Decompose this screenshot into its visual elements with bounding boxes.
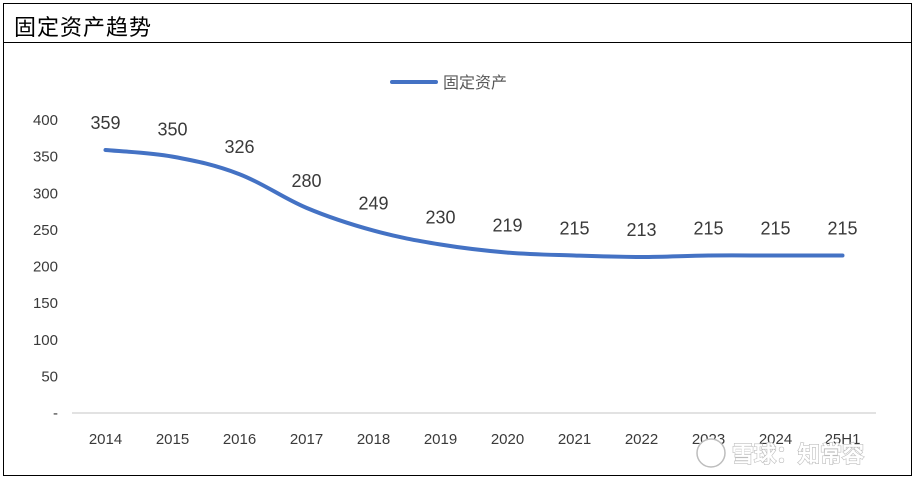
series-line bbox=[103, 148, 845, 259]
watermark: 雪球：知常容 bbox=[696, 438, 865, 469]
data-label: 249 bbox=[358, 194, 388, 214]
x-tick-label: 2021 bbox=[558, 431, 591, 448]
series-line-group bbox=[103, 148, 845, 259]
data-label: 219 bbox=[492, 216, 522, 236]
x-tick-label: 2015 bbox=[156, 431, 189, 448]
data-label: 215 bbox=[760, 219, 790, 239]
x-tick-label: 2019 bbox=[424, 431, 457, 448]
x-tick-label: 2022 bbox=[625, 431, 658, 448]
data-label: 215 bbox=[693, 219, 723, 239]
data-label: 213 bbox=[626, 220, 656, 240]
data-label: 326 bbox=[224, 137, 254, 157]
y-axis: - 50 100 150 200 250 300 350 400 bbox=[33, 112, 58, 422]
x-tick-label: 25H1 bbox=[825, 431, 861, 448]
legend-label: 固定资产 bbox=[443, 73, 507, 92]
x-tick-label: 2018 bbox=[357, 431, 390, 448]
title-bar: 固定资产趋势 bbox=[4, 4, 911, 43]
data-label: 215 bbox=[827, 219, 857, 239]
x-tick-label: 2020 bbox=[491, 431, 524, 448]
y-tick-label: 50 bbox=[41, 368, 58, 385]
y-tick-label: 300 bbox=[33, 185, 58, 202]
y-tick-label: 350 bbox=[33, 149, 58, 166]
x-tick-label: 2017 bbox=[290, 431, 323, 448]
watermark-text: 雪球：知常容 bbox=[732, 442, 864, 468]
chart-title: 固定资产趋势 bbox=[14, 16, 153, 41]
data-label: 350 bbox=[157, 120, 187, 140]
y-tick-label: 400 bbox=[33, 112, 58, 129]
snowball-logo-icon bbox=[696, 438, 726, 468]
data-label: 230 bbox=[425, 208, 455, 228]
data-label: 359 bbox=[90, 113, 120, 133]
x-tick-label: 2016 bbox=[223, 431, 256, 448]
y-tick-label: 250 bbox=[33, 222, 58, 239]
data-label: 280 bbox=[291, 171, 321, 191]
x-axis: 2014201520162017201820192020202120222023… bbox=[72, 412, 876, 448]
x-tick-label: 2014 bbox=[89, 431, 122, 448]
y-tick-label: - bbox=[53, 405, 58, 422]
data-label: 215 bbox=[559, 219, 589, 239]
data-label-group: 359 350 326 280 249 230 219 215 213 215 215 215 bbox=[90, 113, 857, 240]
chart-frame: 固定资产趋势 bbox=[3, 3, 912, 476]
legend: 固定资产 bbox=[390, 73, 507, 92]
y-tick-label: 150 bbox=[33, 295, 58, 312]
x-tick-label: 2024 bbox=[759, 431, 792, 448]
y-tick-label: 200 bbox=[33, 259, 58, 276]
y-tick-label: 100 bbox=[33, 332, 58, 349]
